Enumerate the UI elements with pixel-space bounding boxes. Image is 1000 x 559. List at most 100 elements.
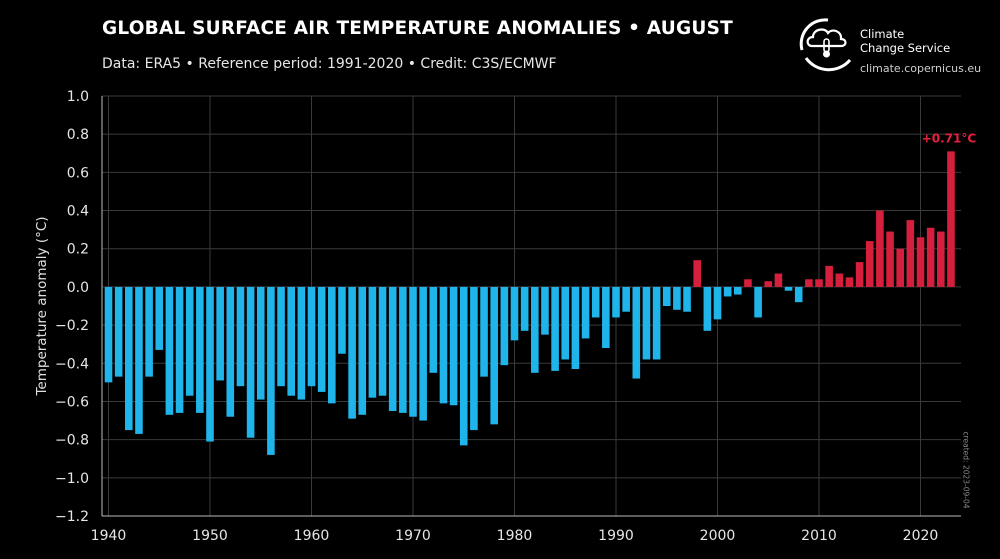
- bar-1962: [328, 286, 336, 404]
- bar-1954: [246, 286, 255, 438]
- bar-1988: [591, 286, 600, 318]
- bar-2003: [744, 279, 752, 287]
- bar-2018: [896, 248, 904, 287]
- bar-1989: [602, 286, 610, 348]
- y-tick-label: −1.0: [55, 471, 89, 487]
- bar-1968: [388, 286, 397, 411]
- bar-1987: [581, 286, 590, 339]
- bar-2007: [784, 286, 793, 291]
- bar-1969: [399, 286, 407, 413]
- bar-1965: [358, 286, 367, 415]
- bar-1978: [490, 286, 498, 425]
- bar-1940: [104, 286, 113, 383]
- x-tick-label: 2010: [801, 528, 837, 544]
- bar-1982: [531, 286, 539, 373]
- x-tick-label: 2000: [700, 528, 736, 544]
- brand-website[interactable]: climate.copernicus.eu: [860, 62, 982, 75]
- bar-1975: [459, 286, 468, 446]
- bar-2011: [825, 265, 833, 287]
- bar-1955: [256, 286, 265, 400]
- bar-1973: [439, 286, 448, 404]
- bar-2006: [774, 273, 783, 287]
- chart-subtitle: Data: ERA5 • Reference period: 1991-2020…: [102, 56, 557, 72]
- bar-1956: [267, 286, 275, 455]
- bar-1944: [145, 286, 153, 377]
- x-tick-label: 1960: [294, 528, 330, 544]
- chart-title: GLOBAL SURFACE AIR TEMPERATURE ANOMALIES…: [102, 18, 733, 39]
- bar-1985: [561, 286, 570, 360]
- brand-name: Climate Change Service: [860, 27, 950, 55]
- y-tick-label: −0.8: [55, 433, 89, 449]
- bar-1943: [135, 286, 143, 434]
- bar-1958: [287, 286, 295, 396]
- bar-1977: [480, 286, 488, 377]
- bar-1995: [662, 286, 671, 306]
- brand-name-line1: Climate: [860, 27, 905, 41]
- bar-1992: [632, 286, 641, 379]
- bar-1999: [703, 286, 712, 331]
- bar-2001: [723, 286, 732, 297]
- bar-1990: [612, 286, 620, 318]
- bar-1942: [125, 286, 133, 431]
- bar-2012: [835, 273, 844, 287]
- bar-2010: [815, 279, 823, 287]
- bar-2020: [916, 237, 925, 287]
- bar-1957: [277, 286, 285, 387]
- bar-1971: [419, 286, 427, 421]
- bar-1967: [378, 286, 387, 396]
- annotation-label: +0.71°C: [922, 131, 977, 145]
- y-tick-label: 0.0: [67, 280, 89, 296]
- x-tick-label: 1940: [91, 528, 127, 544]
- bar-1961: [317, 286, 326, 392]
- bar-1949: [196, 286, 204, 413]
- bar-1981: [520, 286, 529, 331]
- y-tick-label: 1.0: [67, 89, 89, 105]
- bar-1980: [510, 286, 519, 341]
- y-tick-label: 0.4: [67, 204, 89, 220]
- bar-2016: [876, 210, 884, 287]
- y-tick-label: 0.8: [67, 127, 89, 143]
- y-tick-label: −0.2: [55, 318, 89, 334]
- bar-2000: [713, 286, 722, 320]
- x-tick-label: 1950: [192, 528, 228, 544]
- bar-1993: [642, 286, 651, 360]
- bar-2009: [805, 279, 813, 287]
- bar-1966: [368, 286, 377, 398]
- bar-2004: [754, 286, 762, 318]
- x-tick-label: 1990: [598, 528, 634, 544]
- bar-1979: [500, 286, 509, 366]
- brand-name-line2: Change Service: [860, 41, 951, 55]
- x-tick-label: 1970: [395, 528, 431, 544]
- bar-2008: [794, 286, 803, 303]
- bar-1994: [652, 286, 661, 360]
- bar-1952: [226, 286, 235, 417]
- cloud-thermometer-icon: [799, 18, 852, 72]
- bar-1945: [155, 286, 164, 350]
- bar-1960: [307, 286, 316, 387]
- bar-2005: [764, 281, 773, 287]
- bar-2014: [855, 262, 864, 287]
- bar-1964: [348, 286, 356, 419]
- bar-1974: [449, 286, 458, 406]
- x-tick-label: 1980: [497, 528, 533, 544]
- bar-2022: [937, 231, 945, 287]
- bar-2021: [926, 227, 935, 287]
- y-tick-label: −1.2: [55, 509, 89, 525]
- bar-1953: [236, 286, 245, 387]
- bar-1997: [683, 286, 691, 312]
- bar-1976: [470, 286, 478, 431]
- bar-1951: [216, 286, 224, 381]
- bar-1947: [175, 286, 184, 413]
- x-tick-label: 2020: [903, 528, 939, 544]
- bar-1984: [551, 286, 559, 371]
- y-tick-label: 0.6: [67, 165, 89, 181]
- y-tick-label: −0.4: [55, 356, 89, 372]
- y-tick-label: −0.6: [55, 394, 89, 410]
- bar-1996: [673, 286, 681, 310]
- bar-1986: [571, 286, 580, 369]
- bar-2017: [886, 231, 894, 287]
- bar-2015: [865, 241, 874, 287]
- bar-2023: [947, 151, 955, 287]
- y-tick-label: 0.2: [67, 242, 89, 258]
- bar-1983: [541, 286, 549, 335]
